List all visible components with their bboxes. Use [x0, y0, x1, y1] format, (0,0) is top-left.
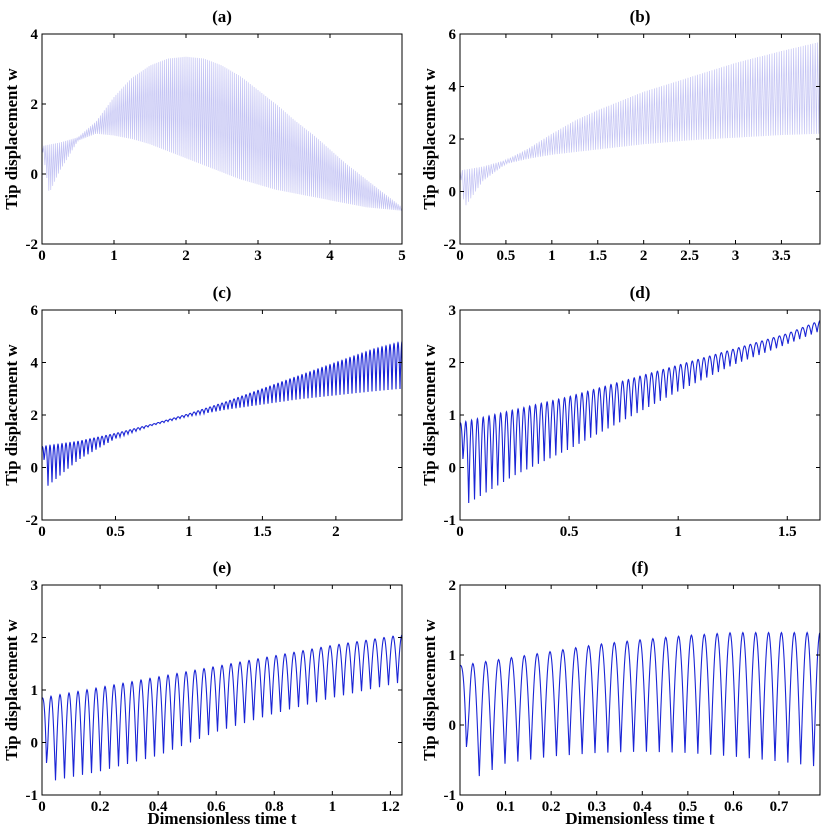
x-tick-label: 0.2 [91, 799, 110, 815]
y-axis-label: Tip displacement w [420, 619, 439, 761]
x-tick-label: 0.5 [678, 799, 697, 815]
y-tick-label: 0 [31, 461, 39, 477]
x-axis-label: Dimensionless time t [565, 809, 715, 828]
x-tick-label: 3.5 [772, 248, 791, 264]
y-tick-label: 2 [449, 132, 457, 148]
y-axis-label: Tip displacement w [2, 619, 21, 761]
x-tick-label: 4 [326, 248, 334, 264]
y-tick-label: -2 [444, 237, 457, 253]
axes-frame [41, 33, 403, 245]
panel-title: (c) [213, 283, 232, 302]
series-line [460, 41, 820, 206]
x-tick-label: 0.2 [542, 799, 561, 815]
x-tick-label: 0 [456, 248, 464, 264]
x-tick-label: 1 [674, 524, 682, 540]
y-axis-label: Tip displacement w [2, 68, 21, 210]
x-tick-label: 0.6 [724, 799, 743, 815]
x-tick-label: 0.4 [633, 799, 652, 815]
panel-title: (f) [632, 558, 649, 577]
x-tick-label: 5 [398, 248, 406, 264]
series-line [460, 320, 820, 503]
y-axis-label: Tip displacement w [2, 344, 21, 486]
axes-frame [41, 309, 403, 521]
panel-title: (d) [630, 283, 651, 302]
axes-frame [459, 584, 821, 796]
y-tick-label: 2 [449, 578, 457, 594]
x-tick-label: 1.2 [381, 799, 400, 815]
y-tick-label: 2 [31, 631, 39, 647]
x-tick-label: 1.5 [253, 524, 272, 540]
x-tick-label: 1.5 [588, 248, 607, 264]
panel-title: (e) [213, 558, 232, 577]
y-tick-label: 0 [31, 167, 39, 183]
panel-title: (a) [212, 7, 232, 26]
y-tick-label: 0 [449, 718, 457, 734]
x-tick-label: 3 [254, 248, 262, 264]
y-tick-label: -1 [26, 788, 39, 804]
x-axis-label: Dimensionless time t [147, 809, 297, 828]
y-tick-label: 1 [31, 683, 39, 699]
y-tick-label: 1 [449, 648, 457, 664]
x-tick-label: 0 [38, 248, 46, 264]
x-tick-label: 2 [182, 248, 190, 264]
y-tick-label: 3 [449, 303, 457, 319]
axes-frame [459, 309, 821, 521]
x-tick-label: 3 [732, 248, 740, 264]
x-tick-label: 0.5 [497, 248, 516, 264]
x-tick-label: 0 [456, 799, 464, 815]
panel-title: (b) [630, 7, 651, 26]
y-tick-label: -2 [26, 237, 39, 253]
x-tick-label: 1.5 [778, 524, 797, 540]
y-tick-label: 4 [31, 356, 39, 372]
x-tick-label: 1 [110, 248, 118, 264]
y-axis-label: Tip displacement w [420, 344, 439, 486]
y-tick-label: 2 [31, 97, 39, 113]
y-tick-label: 0 [449, 461, 457, 477]
y-tick-label: 0 [31, 736, 39, 752]
x-tick-label: 1 [548, 248, 556, 264]
x-tick-label: 1 [185, 524, 193, 540]
series-line [42, 56, 402, 211]
x-tick-label: 0.5 [560, 524, 579, 540]
x-tick-label: 0.4 [149, 799, 168, 815]
y-tick-label: 2 [31, 408, 39, 424]
y-axis-label: Tip displacement w [420, 68, 439, 210]
x-tick-label: 0.5 [106, 524, 125, 540]
y-tick-label: 0 [449, 185, 457, 201]
x-tick-label: 2 [640, 248, 648, 264]
y-tick-label: 1 [449, 408, 457, 424]
y-tick-label: 2 [449, 356, 457, 372]
series-line [42, 341, 402, 486]
x-tick-label: 0 [38, 799, 46, 815]
x-tick-label: 0.3 [587, 799, 606, 815]
x-tick-label: 0 [38, 524, 46, 540]
axes-frame [41, 584, 403, 796]
x-tick-label: 2.5 [680, 248, 699, 264]
y-tick-label: 6 [449, 27, 457, 43]
y-tick-label: 3 [31, 578, 39, 594]
y-tick-label: 4 [449, 80, 457, 96]
y-tick-label: 4 [31, 27, 39, 43]
series-line [42, 634, 402, 781]
series-line [460, 631, 820, 777]
axes-frame [459, 33, 821, 245]
x-tick-label: 0.8 [265, 799, 284, 815]
y-tick-label: -2 [26, 513, 39, 529]
x-tick-label: 1 [329, 799, 337, 815]
x-tick-label: 0 [456, 524, 464, 540]
x-tick-label: 0.7 [770, 799, 789, 815]
x-tick-label: 0.6 [207, 799, 226, 815]
y-tick-label: 6 [31, 303, 39, 319]
x-tick-label: 0.1 [496, 799, 515, 815]
x-tick-label: 2 [332, 524, 340, 540]
y-tick-label: -1 [444, 513, 457, 529]
y-tick-label: -1 [444, 788, 457, 804]
